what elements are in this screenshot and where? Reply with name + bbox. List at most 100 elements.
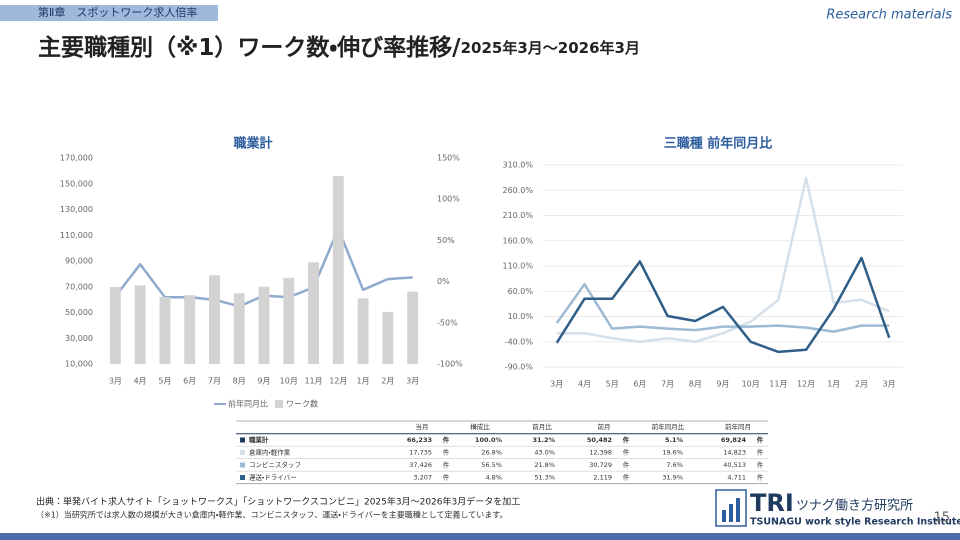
bottom-band	[0, 533, 960, 540]
table-header: 前月比	[532, 422, 552, 431]
row-label: コンビニスタッフ	[249, 460, 301, 469]
table-header: 前年同月	[725, 422, 751, 431]
row-label: 職業計	[249, 435, 269, 444]
table-header: 前月	[598, 422, 611, 431]
page-number: 15	[933, 511, 950, 526]
table-cell: 30,729	[589, 461, 612, 469]
table-cell: 12,398	[589, 449, 612, 457]
y-tick-label: 210.0%	[502, 211, 533, 220]
y-tick-label: 60.0%	[508, 287, 534, 296]
bar	[407, 291, 419, 364]
subtitle: 2025年3月～2026年3月	[461, 39, 640, 57]
table-cell: 件	[623, 448, 630, 457]
table-cell: 66,233	[407, 436, 432, 444]
table-header: 当月	[416, 422, 429, 431]
table-cell: 69,824	[721, 436, 747, 444]
x-tick-label: 10月	[280, 377, 298, 386]
y-tick-label: 50,000	[65, 308, 93, 317]
x-tick-label: 3月	[883, 380, 896, 389]
legend-swatch	[275, 400, 283, 408]
title: 主要職種別（※1）ワーク数・伸び率推移/2025年3月～2026年3月	[38, 34, 640, 61]
x-tick-label: 3月	[406, 377, 419, 386]
x-tick-label: 2月	[855, 380, 868, 389]
x-tick-label: 1月	[357, 377, 370, 386]
table-cell: 19.6%	[662, 449, 683, 457]
table-cell: 件	[757, 460, 764, 469]
x-tick-label: 7月	[208, 377, 221, 386]
y-tick-label: 310.0%	[502, 161, 533, 170]
y2-tick-label: -50%	[437, 318, 458, 327]
note: （※1）当研究所では求人数の規模が大きい倉庫内・軽作業、コンビニスタッフ、運送・…	[36, 510, 507, 520]
x-tick-label: 9月	[257, 377, 270, 386]
x-tick-label: 5月	[606, 380, 619, 389]
x-tick-label: 8月	[689, 380, 702, 389]
y2-tick-label: 150%	[437, 154, 460, 163]
legend-label: ワーク数	[286, 399, 318, 409]
y-tick-label: 170,000	[60, 154, 93, 163]
x-tick-label: 1月	[827, 380, 840, 389]
bar	[283, 277, 295, 364]
y2-tick-label: 50%	[437, 236, 455, 245]
logo-icon-bar	[729, 504, 733, 522]
research-label: Research materials	[826, 8, 952, 23]
x-tick-label: 4月	[134, 377, 147, 386]
row-swatch	[240, 475, 245, 480]
y-tick-label: 90,000	[65, 257, 93, 266]
x-tick-label: 9月	[716, 380, 729, 389]
x-tick-label: 4月	[578, 380, 591, 389]
table-cell: 26.8%	[481, 449, 502, 457]
x-tick-label: 10月	[742, 380, 760, 389]
y-tick-label: 110.0%	[502, 262, 533, 271]
y2-tick-label: 100%	[437, 195, 460, 204]
table-cell: 37,426	[409, 461, 432, 469]
table-cell: 4,711	[727, 474, 746, 482]
line	[555, 282, 890, 333]
y-tick-label: 70,000	[65, 282, 93, 291]
table-cell: 件	[443, 460, 450, 469]
chapter: 第Ⅱ章 スポットワーク求人倍率	[38, 5, 197, 19]
table-cell: 件	[623, 460, 630, 469]
x-tick-label: 3月	[550, 380, 563, 389]
y-tick-label: 130,000	[60, 205, 93, 214]
y-tick-label: 10,000	[65, 360, 93, 369]
table-cell: 56.5%	[481, 461, 502, 469]
bar	[308, 262, 319, 364]
y2-tick-label: 0%	[437, 277, 450, 286]
chart-title: 三職種 前年同月比	[664, 136, 773, 152]
y-tick-label: 260.0%	[502, 186, 533, 195]
y-tick-label: 110,000	[60, 231, 93, 240]
x-tick-label: 11月	[769, 380, 787, 389]
table-cell: 43.0%	[534, 449, 555, 457]
table-cell: 50,482	[587, 436, 612, 444]
legend-label: 前年同月比	[228, 399, 268, 409]
x-tick-label: 7月	[661, 380, 674, 389]
line	[556, 176, 890, 344]
logo-icon	[715, 489, 747, 527]
table-cell: 14,823	[723, 449, 746, 457]
table-cell: 100.0%	[475, 436, 503, 444]
table-header: 前年同月比	[652, 422, 685, 431]
org-name: ツナグ働き方研究所	[796, 498, 913, 514]
table-cell: 4.8%	[485, 474, 502, 482]
x-tick-label: 2月	[381, 377, 394, 386]
table-cell: 件	[623, 473, 630, 482]
x-tick-label: 3月	[109, 377, 122, 386]
logo: TRI	[750, 489, 794, 517]
table-cell: 件	[443, 448, 450, 457]
chapter-band	[0, 5, 218, 21]
table-cell: 件	[623, 435, 630, 444]
x-tick-label: 12月	[797, 380, 815, 389]
x-tick-label: 6月	[183, 377, 196, 386]
bar	[209, 275, 220, 364]
row-label: 倉庫内・軽作業	[249, 448, 291, 457]
table-cell: 件	[757, 448, 764, 457]
line	[555, 256, 891, 354]
row-swatch	[240, 437, 245, 443]
table-cell: 件	[443, 435, 450, 444]
bar	[382, 311, 394, 364]
x-tick-label: 11月	[304, 377, 322, 386]
table-cell: 21.8%	[534, 461, 555, 469]
bar	[258, 286, 270, 364]
table-cell: 40,513	[723, 461, 746, 469]
table-cell: 件	[757, 473, 764, 482]
